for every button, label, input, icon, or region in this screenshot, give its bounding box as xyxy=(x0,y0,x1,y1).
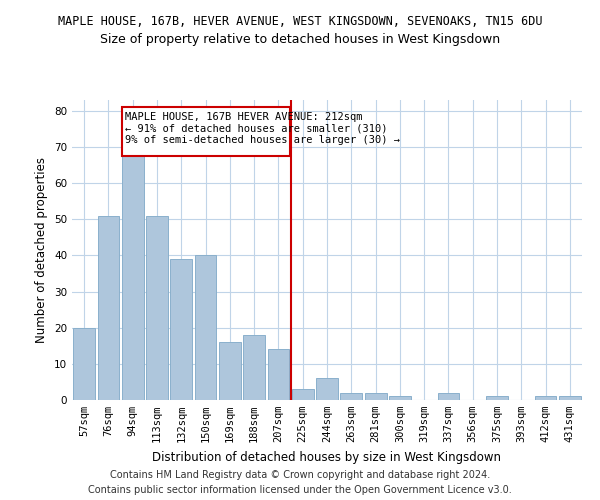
Text: Contains HM Land Registry data © Crown copyright and database right 2024.: Contains HM Land Registry data © Crown c… xyxy=(110,470,490,480)
Bar xyxy=(365,393,386,400)
Bar xyxy=(535,396,556,400)
Bar xyxy=(268,350,289,400)
Text: Size of property relative to detached houses in West Kingsdown: Size of property relative to detached ho… xyxy=(100,32,500,46)
Bar xyxy=(243,335,265,400)
Text: MAPLE HOUSE, 167B HEVER AVENUE: 212sqm: MAPLE HOUSE, 167B HEVER AVENUE: 212sqm xyxy=(125,112,362,122)
X-axis label: Distribution of detached houses by size in West Kingsdown: Distribution of detached houses by size … xyxy=(152,450,502,464)
Bar xyxy=(486,396,508,400)
Text: 9% of semi-detached houses are larger (30) →: 9% of semi-detached houses are larger (3… xyxy=(125,136,400,145)
Bar xyxy=(146,216,168,400)
Bar xyxy=(194,256,217,400)
Text: Contains public sector information licensed under the Open Government Licence v3: Contains public sector information licen… xyxy=(88,485,512,495)
Text: MAPLE HOUSE, 167B, HEVER AVENUE, WEST KINGSDOWN, SEVENOAKS, TN15 6DU: MAPLE HOUSE, 167B, HEVER AVENUE, WEST KI… xyxy=(58,15,542,28)
Bar xyxy=(559,396,581,400)
Bar xyxy=(73,328,95,400)
Bar xyxy=(316,378,338,400)
Text: ← 91% of detached houses are smaller (310): ← 91% of detached houses are smaller (31… xyxy=(125,124,387,134)
Bar xyxy=(219,342,241,400)
Bar xyxy=(389,396,411,400)
Bar xyxy=(97,216,119,400)
Bar xyxy=(292,389,314,400)
Bar xyxy=(437,393,460,400)
Bar xyxy=(340,393,362,400)
Y-axis label: Number of detached properties: Number of detached properties xyxy=(35,157,49,343)
Bar xyxy=(170,259,192,400)
Bar xyxy=(122,147,143,400)
FancyBboxPatch shape xyxy=(122,107,290,156)
